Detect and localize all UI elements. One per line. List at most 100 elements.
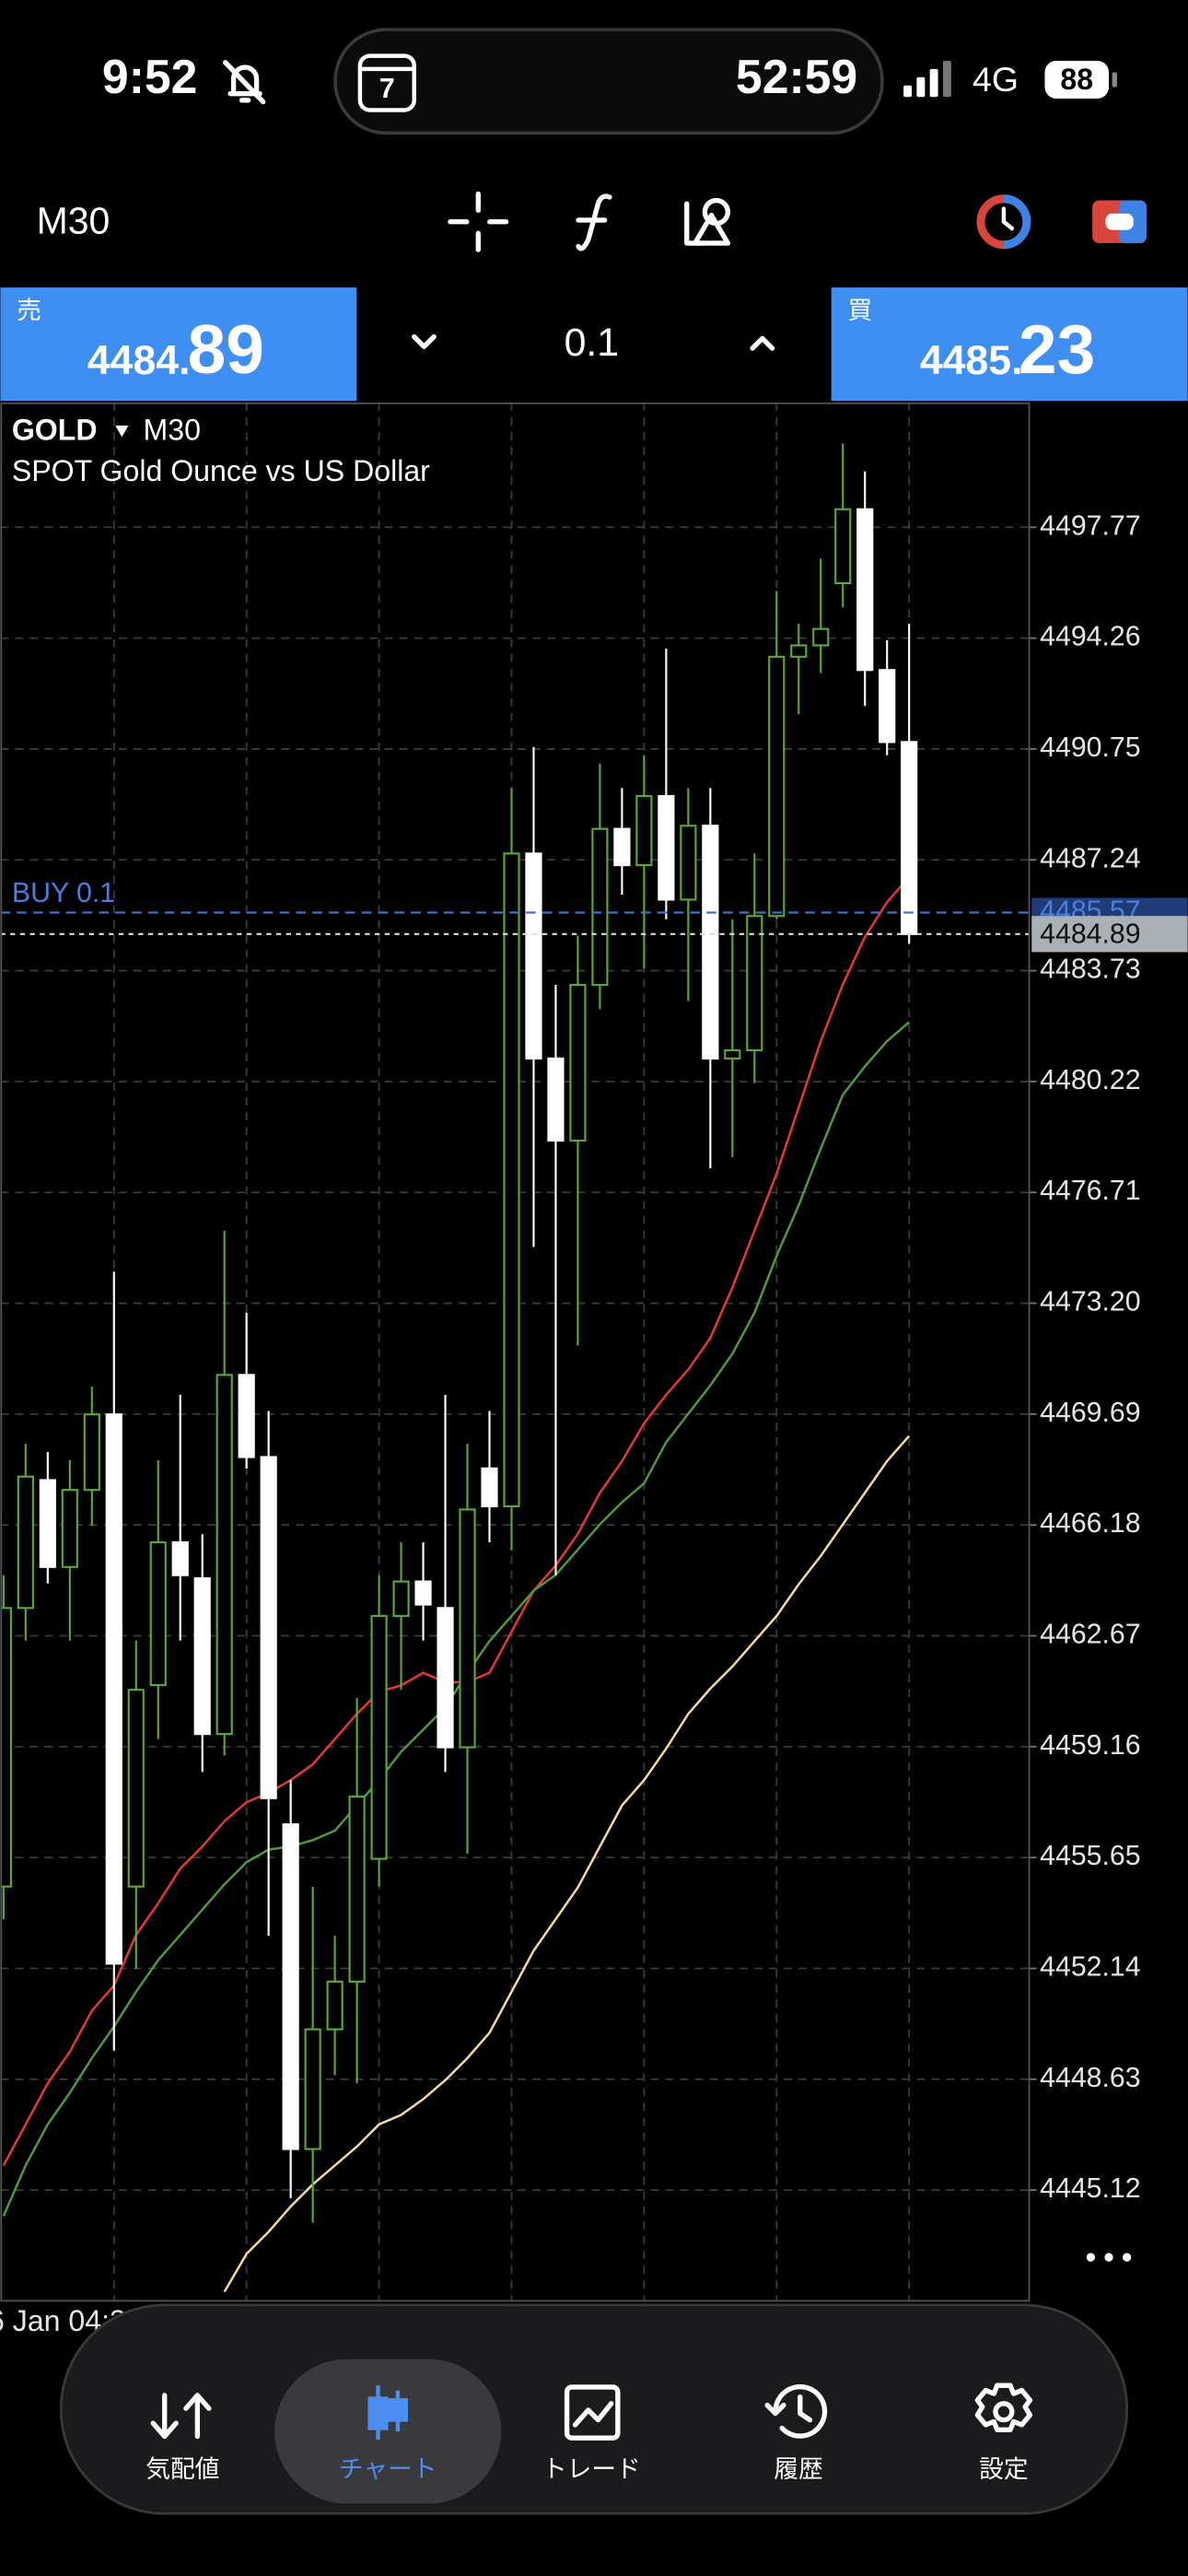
candle-body [503,852,520,1508]
indicator-tool[interactable] [576,193,612,252]
dynamic-island [333,28,884,135]
y-tick-label: 4483.73 [1040,954,1141,985]
sell-price-prefix: 4484. [87,338,191,383]
candle-body [348,1795,366,1983]
sell-price-big: 89 [188,310,264,388]
order-label: BUY 0.1 [12,878,115,908]
candle-body [149,1540,167,1687]
volume[interactable]: 0.1 [565,321,619,365]
candle-body [282,1823,299,2150]
chart-timeframe: M30 [144,413,201,446]
candle-body [260,1456,277,1799]
silent-icon [223,60,266,105]
plot-frame [0,402,1031,2302]
timeframe-button[interactable]: M30 [37,199,111,241]
buy-label: 買 [847,297,872,324]
candle-body [812,627,830,647]
trade-panel: 売 4484. 89 0.1 買 4485. 23 [0,287,1188,402]
clock: 9:52 [102,50,197,103]
nav-label[interactable]: チャート [339,2455,437,2483]
candle-body [834,508,852,585]
calendar-icon [357,53,416,112]
nav-label[interactable]: トレード [542,2455,641,2483]
one-click-icon[interactable] [976,194,1031,250]
settings-icon[interactable] [974,2383,1033,2432]
candle-body [392,1580,410,1617]
objects-tool[interactable] [684,197,731,246]
candle-body [613,827,631,867]
moving-average-line [2,875,911,2166]
nav-active-pill [274,2359,502,2504]
candle-body [724,1048,741,1060]
symbol-dropdown[interactable] [115,425,129,438]
more-button[interactable] [1086,2253,1132,2262]
y-tick-label: 4445.12 [1040,2173,1141,2204]
candle-body [193,1577,211,1736]
y-tick-label: 4448.63 [1040,2063,1141,2093]
chart-subtitle: SPOT Gold Ounce vs US Dollar [12,454,430,487]
candle-body [459,1508,476,1749]
candle-body [83,1413,100,1492]
nav-label[interactable]: 気配値 [146,2455,219,2483]
candle-body [746,915,763,1052]
y-tick-label: 4455.65 [1040,1841,1141,1871]
candle-body [481,1467,498,1508]
candle-body [171,1540,189,1576]
y-tick-label: 4476.71 [1040,1176,1141,1206]
bottom-nav: 気配値 チャート トレード 履歴 設定 [60,2303,1128,2515]
live-timer: 52:59 [736,50,857,103]
nav-label[interactable]: 履歴 [774,2455,822,2483]
candle-body [437,1607,454,1749]
candle-body [680,825,697,901]
volume-increase[interactable] [750,335,775,351]
y-tick-label: 4452.14 [1040,1951,1141,1982]
battery [1044,60,1110,99]
battery-tip [1112,72,1117,88]
candle-body [658,794,675,901]
candle-body [238,1374,255,1458]
candle-body [879,669,896,744]
candle-body [635,794,653,867]
candle-body [702,825,719,1060]
trade-mode-icon[interactable] [1092,200,1147,243]
candle-body [547,1057,565,1142]
y-tick-label: 4469.69 [1040,1398,1141,1428]
candle-body [215,1374,233,1736]
candle-body [414,1580,432,1606]
buy-price-prefix: 4485. [920,338,1023,383]
candle-body [17,1475,34,1610]
candle-body [39,1479,56,1568]
buy-button[interactable] [831,287,1188,402]
nav-label[interactable]: 設定 [979,2455,1028,2483]
chart-icon[interactable] [367,2385,408,2440]
candle-body [370,1614,388,1860]
trade-icon[interactable] [564,2384,621,2441]
battery-level: 88 [1060,63,1093,96]
network-type: 4G [973,60,1019,99]
symbol[interactable]: GOLD [12,413,98,446]
candle-body [856,508,874,672]
volume-decrease[interactable] [412,334,437,349]
chart: 4445.12 4448.63 4452.14 4455.65 4459.16 4462.… [0,402,1188,2337]
candle-body [901,741,918,935]
quotes-icon[interactable] [150,2393,212,2440]
y-tick-label: 4494.26 [1040,622,1141,652]
y-tick-label: 4466.18 [1040,1508,1141,1539]
sell-button[interactable] [0,287,357,402]
history-icon[interactable] [764,2383,828,2439]
y-tick-label: 4459.16 [1040,1730,1141,1761]
candle-body [591,827,609,987]
y-tick-label: 4462.67 [1040,1620,1141,1650]
buy-price-big: 23 [1019,310,1095,388]
crosshair-tool[interactable] [448,191,509,252]
candle-body [768,655,786,918]
y-tick-label: 4490.75 [1040,732,1141,763]
y-tick-label: 4487.24 [1040,843,1141,873]
candle-body [304,2028,321,2150]
moving-average-line [2,1021,911,2217]
status-bar: 9:52 7 52:59 4G 88 [102,28,1117,135]
candle-body [569,983,587,1142]
candle-body [127,1689,145,1888]
